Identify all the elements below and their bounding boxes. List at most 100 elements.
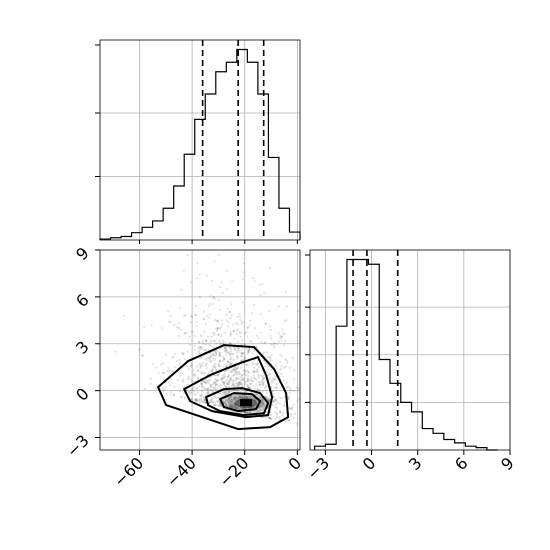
scatter-point [149,382,152,385]
scatter-point [232,406,235,409]
scatter-point [208,401,211,404]
scatter-point [286,419,289,422]
scatter-point [291,408,294,411]
scatter-point [236,357,239,360]
scatter-point [241,339,244,342]
scatter-point [233,398,236,401]
scatter-point [252,370,255,373]
scatter-point [236,355,239,359]
scatter-point [198,385,201,388]
scatter-point [234,389,237,392]
scatter-point [223,358,226,361]
scatter-point [216,400,219,403]
scatter-point [232,378,235,381]
scatter-point [250,377,253,380]
scatter-point [170,378,173,381]
scatter-point [184,314,187,317]
scatter-point [278,402,282,405]
scatter-point [167,366,170,369]
scatter-point [271,380,275,383]
scatter-point [223,391,226,394]
scatter-point [236,403,240,406]
scatter-point [250,340,253,343]
scatter-point [259,395,262,399]
scatter-point [196,324,199,327]
scatter-point [238,383,241,386]
scatter-point [269,413,273,416]
scatter-point [168,380,171,383]
scatter-point [170,370,173,373]
scatter-point [278,409,282,412]
scatter-point [247,350,250,354]
scatter-point [289,386,292,389]
scatter-point [149,377,152,380]
scatter-point [265,385,268,388]
scatter-point [201,340,204,343]
scatter-point [225,353,228,356]
scatter-point [253,349,256,352]
scatter-point [230,400,233,403]
scatter-point [207,372,210,375]
scatter-point [222,340,225,343]
scatter-point [232,385,235,388]
scatter-point [192,369,195,372]
scatter-point [226,288,229,291]
top-grid [100,40,300,240]
scatter-point [229,363,232,366]
scatter-point [195,398,198,402]
scatter-point [237,340,240,343]
scatter-point [247,370,250,373]
scatter-point [196,398,199,401]
scatter-point [216,400,219,403]
scatter-point [193,393,196,396]
scatter-point [211,354,215,357]
scatter-point [252,348,255,351]
scatter-point [257,336,260,339]
scatter-point [201,372,204,375]
scatter-point [232,382,236,385]
scatter-point [199,398,202,401]
joint-y-tick-label: 6 [72,290,93,311]
scatter-point [244,411,247,414]
scatter-point [209,313,212,316]
scatter-point [258,283,261,286]
scatter-point [250,405,253,409]
scatter-point [215,353,218,356]
scatter-point [280,336,283,339]
scatter-point [216,383,219,386]
scatter-point [233,347,237,350]
scatter-point [256,393,259,396]
scatter-point [247,378,250,381]
scatter-point [282,366,285,369]
scatter-point [225,391,228,394]
scatter-point [259,312,262,315]
scatter-point [246,380,249,383]
scatter-point [232,358,235,361]
scatter-point [188,335,191,338]
scatter-point [240,382,243,385]
scatter-point [272,378,275,382]
scatter-point [262,351,265,354]
scatter-point [210,398,213,401]
scatter-point [243,332,246,335]
scatter-point [180,396,183,399]
scatter-point [217,320,220,323]
scatter-point [202,342,205,345]
scatter-point [211,367,214,370]
scatter-point [208,343,211,346]
scatter-point [243,369,246,372]
scatter-point [239,331,242,334]
scatter-point [218,308,222,311]
scatter-point [239,351,242,354]
scatter-point [228,311,231,314]
scatter-point [196,400,199,403]
scatter-point [194,393,197,396]
scatter-point [182,353,185,356]
scatter-point [242,358,245,361]
scatter-point [247,406,250,409]
scatter-point [177,327,180,330]
scatter-point [228,380,231,383]
scatter-point [230,406,233,409]
scatter-point [214,395,217,398]
